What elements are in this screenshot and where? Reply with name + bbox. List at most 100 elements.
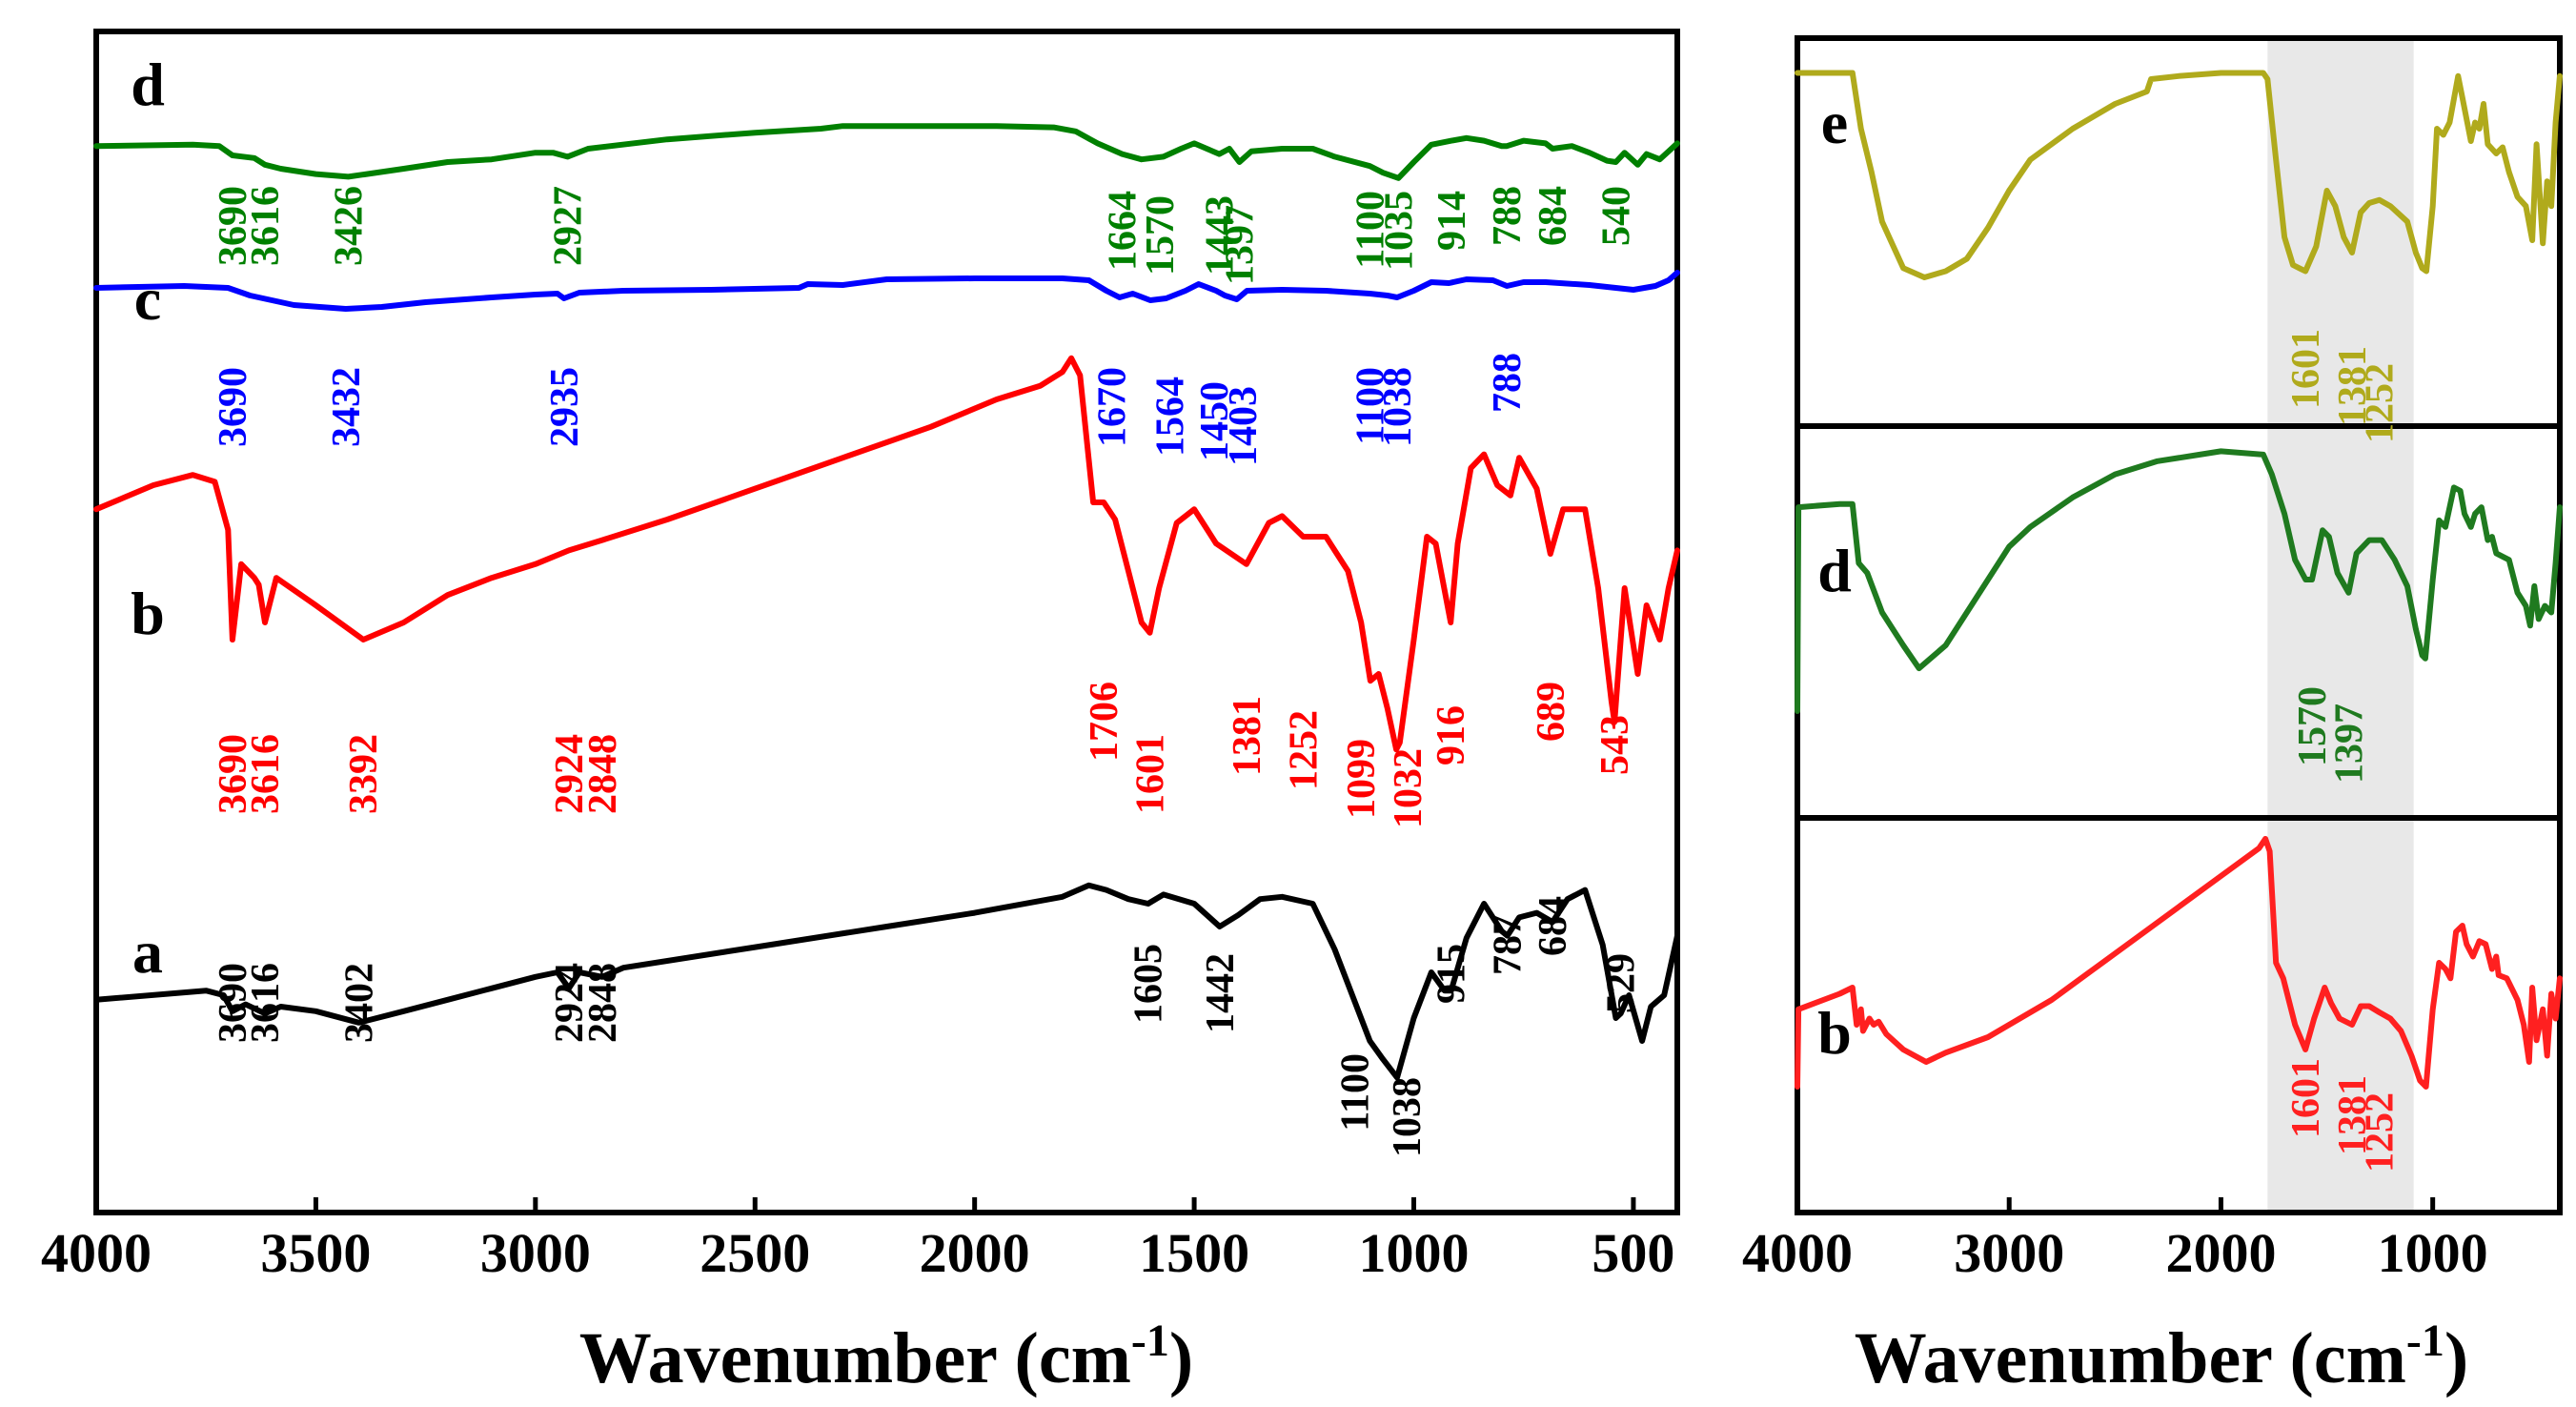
right-series-labels: e d b: [1817, 89, 1852, 1067]
peak-label-d: 1397: [1219, 205, 1263, 285]
peak-label-d: 1664: [1102, 191, 1146, 271]
left-x-tick-label: 2500: [700, 1222, 810, 1284]
left-panel: 4000 3500 3000 2500 2000 1500 1000 500 36903616…: [41, 29, 1680, 1398]
peak-label-d: 788: [1486, 186, 1530, 246]
peak-label-c: 3690: [212, 367, 255, 447]
peak-label-d: 2927: [546, 186, 590, 266]
right-x-axis-label: Wavenumber (cm-1): [1855, 1315, 2468, 1398]
peak-label-d: 684: [1531, 186, 1575, 246]
peak-label-d: 914: [1430, 191, 1474, 251]
right-series-label-e: e: [1821, 89, 1848, 156]
right-peak-label-b: 1381: [2331, 1075, 2375, 1155]
right-x-tick-label: 4000: [1742, 1222, 1853, 1284]
left-series-labels: a b c d: [131, 51, 165, 986]
right-x-tick-label: 1000: [2378, 1222, 2488, 1284]
peak-label-b: 2924: [548, 734, 592, 814]
curve-c: [93, 270, 1680, 312]
peak-label-b: 689: [1530, 682, 1573, 742]
peak-label-d: 1570: [1139, 195, 1183, 275]
peak-label-a: 1100: [1333, 1053, 1377, 1132]
peak-label-c: 2935: [543, 367, 587, 447]
peak-label-d: 1035: [1377, 191, 1421, 271]
peak-label-d: 540: [1594, 186, 1638, 246]
left-x-tick-label: 1500: [1139, 1222, 1249, 1284]
peak-label-b: 2848: [581, 734, 625, 814]
peak-label-b: 3690: [212, 734, 255, 814]
right-subplot-frame-3: [1795, 815, 2563, 1215]
left-curves: [93, 123, 1680, 1081]
peak-label-b: 1032: [1387, 748, 1430, 828]
right-peak-label-e: 1252: [2359, 363, 2403, 443]
curve-a: [93, 882, 1680, 1081]
left-x-tick-label: 500: [1592, 1222, 1674, 1284]
peak-label-d: 3690: [212, 186, 255, 266]
right-series-label-b: b: [1817, 999, 1852, 1067]
left-plot-frame: [93, 29, 1680, 1215]
peak-label-a: 2924: [548, 963, 592, 1043]
peak-label-a: 787: [1487, 915, 1531, 975]
left-x-ticks: 4000 3500 3000 2500 2000 1500 1000 500: [41, 1197, 1674, 1284]
right-peak-label-e: 1601: [2284, 329, 2328, 409]
peak-label-d: 3616: [244, 186, 288, 266]
peak-label-a: 529: [1600, 953, 1644, 1013]
peak-label-a: 3616: [244, 963, 288, 1043]
right-curve-e: [1795, 70, 2563, 280]
right-curve-d: [1795, 448, 2563, 714]
peak-label-b: 1381: [1226, 696, 1269, 776]
peak-label-b: 916: [1430, 705, 1473, 765]
right-subplot-frame-2: [1795, 423, 2563, 821]
peak-label-b: 1252: [1282, 710, 1326, 790]
highlight-region: [2267, 38, 2414, 1213]
peak-label-c: 1450: [1193, 381, 1237, 461]
right-series-label-d: d: [1817, 537, 1852, 604]
peak-label-b: 3616: [244, 734, 288, 814]
right-x-tick-label: 2000: [2165, 1222, 2276, 1284]
peak-label-c: 1100: [1349, 367, 1392, 445]
peak-label-a: 3690: [212, 963, 255, 1043]
right-peak-label-d: 1397: [2327, 704, 2371, 784]
right-subplot-frame-1: [1795, 35, 2563, 429]
left-x-tick-label: 3000: [480, 1222, 591, 1284]
peak-label-c: 3432: [325, 367, 369, 447]
peak-label-c: 1038: [1376, 367, 1420, 447]
right-peak-label-e: 1381: [2331, 346, 2375, 426]
right-curves: [1795, 70, 2563, 1090]
peak-label-d: 3426: [328, 186, 372, 266]
curve-d: [93, 123, 1680, 181]
peak-label-b: 543: [1593, 715, 1637, 775]
peak-label-a: 1605: [1127, 944, 1171, 1024]
left-x-tick-label: 4000: [41, 1222, 152, 1284]
peak-label-b: 3392: [342, 734, 386, 814]
peak-label-a: 3402: [338, 963, 382, 1043]
peak-label-c: 1670: [1091, 367, 1135, 447]
left-x-tick-label: 3500: [260, 1222, 371, 1284]
peak-label-a: 2848: [581, 963, 625, 1043]
right-peak-label-b: 1252: [2359, 1092, 2403, 1172]
curve-b: [93, 355, 1680, 753]
right-peak-label-b: 1601: [2284, 1058, 2328, 1138]
peak-label-d: 1100: [1349, 191, 1392, 269]
right-curve-b: [1795, 836, 2563, 1090]
peak-label-c: 1564: [1149, 377, 1193, 457]
peak-label-b: 1601: [1129, 734, 1173, 814]
left-x-tick-label: 2000: [920, 1222, 1030, 1284]
series-label-d: d: [131, 51, 165, 118]
series-label-b: b: [131, 580, 165, 647]
right-x-ticks: 4000 3000 2000 1000: [1742, 1197, 2488, 1284]
peak-label-b: 1099: [1340, 739, 1384, 819]
left-x-tick-label: 1000: [1359, 1222, 1470, 1284]
peak-label-a: 915: [1430, 944, 1474, 1004]
left-x-axis-label: Wavenumber (cm-1): [579, 1315, 1193, 1398]
right-peak-label-d: 1570: [2291, 686, 2335, 766]
right-x-tick-label: 3000: [1954, 1222, 2064, 1284]
peak-label-b: 1706: [1083, 682, 1126, 762]
peak-label-a: 1038: [1386, 1077, 1430, 1157]
peak-label-d: 1443: [1198, 195, 1242, 275]
peak-label-a: 684: [1531, 896, 1575, 956]
series-label-a: a: [132, 918, 163, 986]
peak-label-a: 1442: [1199, 953, 1243, 1033]
series-label-c: c: [134, 265, 161, 333]
